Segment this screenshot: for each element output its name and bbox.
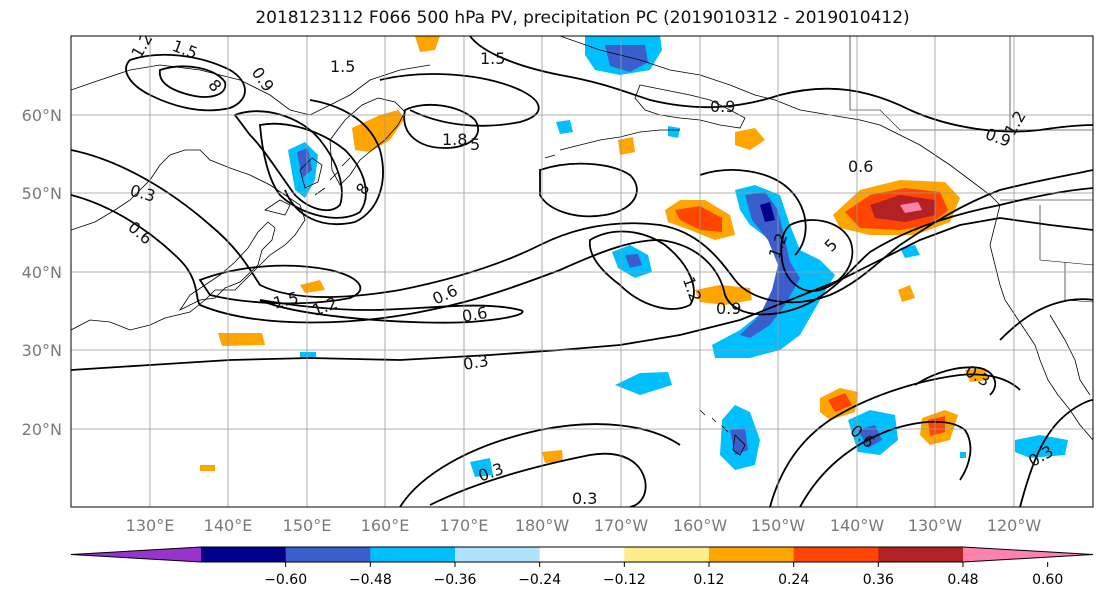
lon-label: 140°E [204,516,253,535]
colorbar-tick-label: −0.24 [518,572,561,588]
colorbar-tick-label: 0.48 [947,572,978,588]
colorbar-extend-low [71,547,201,562]
lat-axis: 60°N 50°N 40°N 30°N 20°N [22,106,62,439]
lat-label: 20°N [22,420,62,439]
colorbar-tick-label: −0.12 [603,572,646,588]
lat-label: 60°N [22,106,62,125]
lon-label: 180°W [515,516,570,535]
lon-label: 150°W [751,516,806,535]
lon-label: 170°W [594,516,649,535]
colorbar-segment [709,547,795,562]
pv-contours [71,36,1093,507]
lon-label: 160°E [361,516,410,535]
contour-label: 1.5 [330,57,355,76]
map-frame [70,35,1094,508]
lon-label: 150°E [283,516,332,535]
contour-label: 0.3 [462,351,490,374]
contour-label: 0.3 [572,489,597,508]
map-title: 2018123112 F066 500 hPa PV, precipitatio… [255,8,910,28]
colorbar-segment [878,547,964,562]
lon-label: 160°W [673,516,728,535]
lon-axis: 130°E 140°E 150°E 160°E 170°E 180°W 170°… [126,516,1042,535]
lat-label: 30°N [22,341,62,360]
colorbar-outline [70,546,1094,563]
colorbar-segment [285,547,371,562]
lon-label: 130°E [126,516,175,535]
colorbar-segment [624,547,710,562]
contour-label: 0.9 [710,97,735,116]
lat-label: 40°N [22,263,62,282]
lon-label: 140°W [830,516,885,535]
colorbar: −0.60 −0.48 −0.36 −0.24 −0.12 0.12 0.24 0.36 0.4… [70,546,1094,588]
colorbar-segment [455,547,541,562]
colorbar-tick-label: −0.60 [264,572,307,588]
contour-label: 1.5 [480,49,505,68]
colorbar-tick-label: 0.60 [1032,572,1063,588]
colorbar-tick-label: −0.48 [349,572,392,588]
contour-label: 0.6 [848,157,873,176]
contour-label: 1.8 [442,130,467,149]
colorbar-segment [370,547,456,562]
contour-label: 0.9 [716,299,741,318]
colorbar-segment [539,547,625,562]
lat-label: 50°N [22,184,62,203]
lon-label: 120°W [987,516,1042,535]
colorbar-extend-high [963,547,1093,562]
contour-label: 0.6 [460,303,488,326]
contour-label: 5 [470,135,480,154]
colorbar-segment [793,547,879,562]
graticule [71,36,1093,507]
colorbar-tick-label: −0.36 [434,572,477,588]
colorbar-tick-label: 0.24 [778,572,809,588]
lon-label: 130°W [908,516,963,535]
colorbar-segment [201,547,287,562]
lon-label: 170°E [440,516,489,535]
colorbar-tick-label: 0.12 [693,572,724,588]
colorbar-tick-label: 0.36 [863,572,894,588]
